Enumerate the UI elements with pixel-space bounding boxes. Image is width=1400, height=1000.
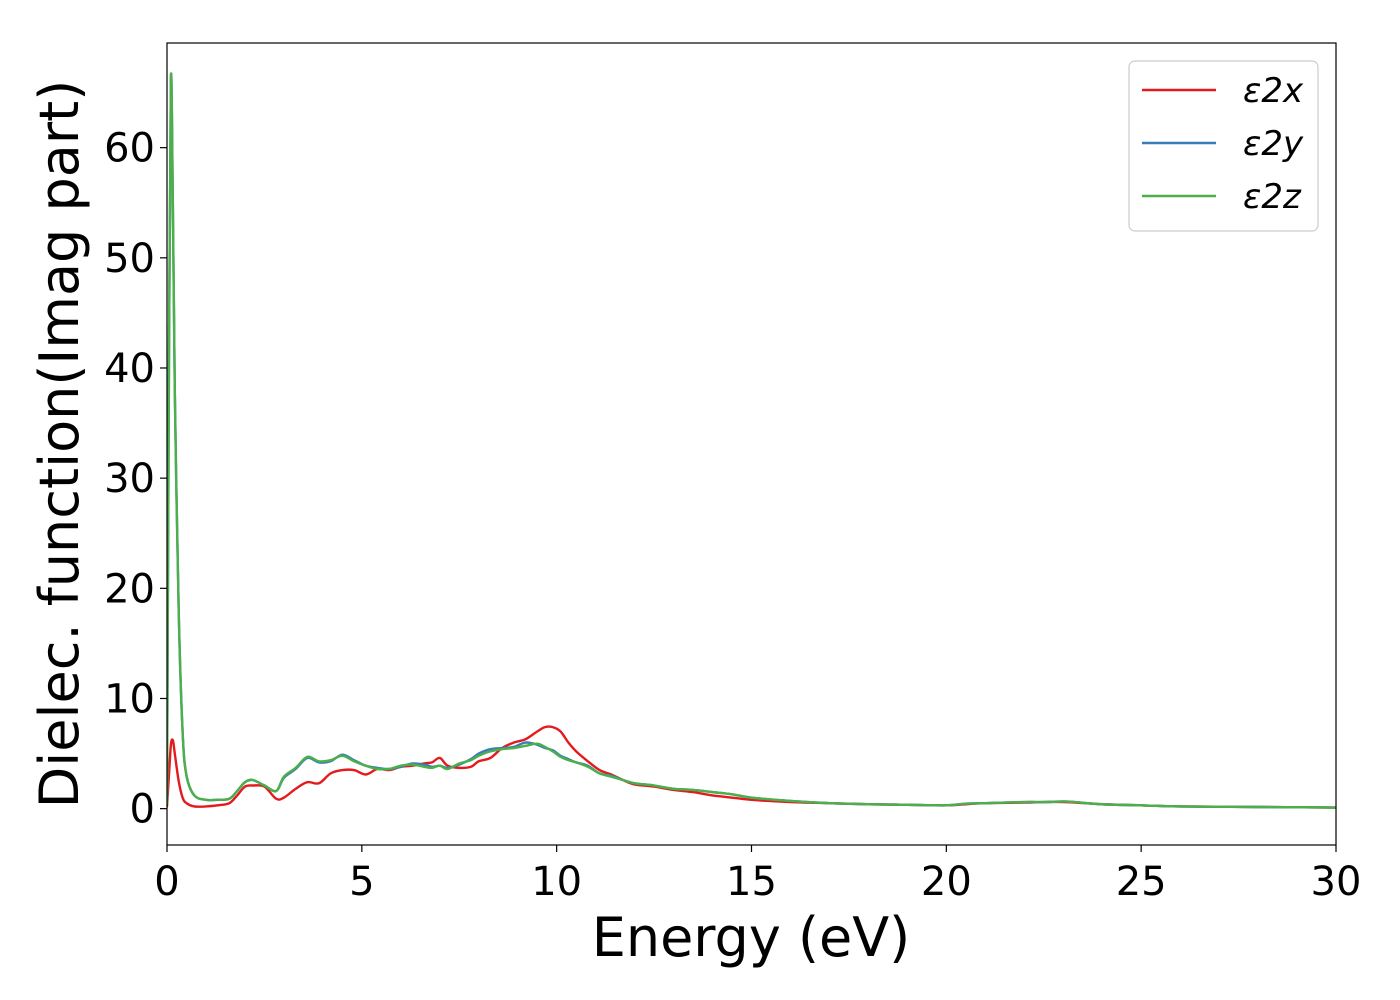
x-tick-label: 25: [1116, 859, 1167, 905]
x-axis-ticks: 0 5 10 15 20 25 30: [154, 845, 1361, 905]
legend-box: [1128, 60, 1319, 232]
y-tick-label: 60: [104, 126, 155, 172]
x-tick-label: 10: [531, 859, 582, 905]
legend-label-1: ε2x: [1243, 71, 1304, 111]
y-tick-label: 10: [104, 676, 155, 722]
series-line-3: [167, 72, 1336, 809]
x-tick-label: 5: [349, 859, 374, 905]
x-tick-label: 15: [726, 859, 777, 905]
y-axis-ticks: 0 10 20 30 40 50 60: [104, 126, 167, 833]
x-tick-label: 30: [1311, 859, 1362, 905]
legend-label-3: ε2z: [1243, 177, 1302, 217]
y-tick-label: 0: [130, 787, 155, 833]
legend: ε2x ε2y ε2z: [1128, 60, 1319, 232]
x-axis-label: Energy (eV): [592, 906, 911, 969]
x-tick-label: 20: [921, 859, 972, 905]
y-tick-label: 30: [104, 456, 155, 502]
x-tick-label: 0: [154, 859, 179, 905]
series-layer: [167, 72, 1336, 809]
legend-label-2: ε2y: [1243, 124, 1304, 164]
y-tick-label: 50: [104, 236, 155, 282]
y-tick-label: 20: [104, 566, 155, 612]
y-axis-label: Dielec. function(Imag part): [28, 80, 91, 809]
y-tick-label: 40: [104, 346, 155, 392]
